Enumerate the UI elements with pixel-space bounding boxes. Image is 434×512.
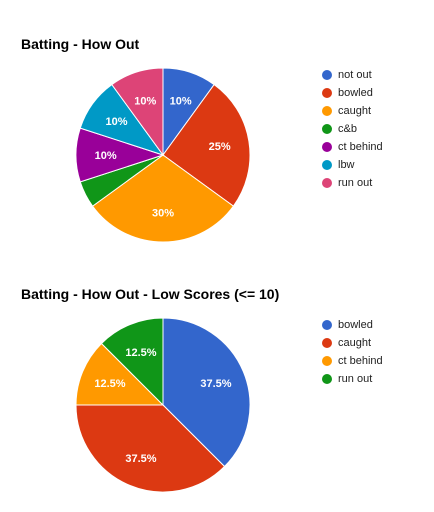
pie-plot: 37.5% 37.5% 12.5% 12.5% <box>75 317 251 493</box>
legend-swatch <box>322 374 332 384</box>
legend-swatch <box>322 106 332 116</box>
slice-label: 10% <box>105 116 127 128</box>
legend: not out bowled caught c&b ct behind lbw run ou… <box>322 66 383 192</box>
legend-item-caught[interactable]: caught <box>322 102 383 120</box>
pie-plot: 10% 25% 30% 10% 10% 10% <box>75 67 251 243</box>
slice-label: 37.5% <box>200 378 231 390</box>
pie-slice-ct-behind[interactable] <box>75 342 165 406</box>
legend-item-bowled[interactable]: bowled <box>322 316 383 334</box>
legend-label: ct behind <box>338 355 383 367</box>
legend-label: caught <box>338 337 372 349</box>
legend-swatch <box>322 320 332 330</box>
how-out-chart: Batting - How Out 10% 25% 30% 10% 10% 10% not… <box>0 0 434 250</box>
legend-swatch <box>322 142 332 152</box>
pie-slice-caught[interactable] <box>91 154 235 243</box>
legend-label: c&b <box>338 123 357 135</box>
legend-label: caught <box>338 105 372 117</box>
legend-item-caught[interactable]: caught <box>322 334 383 352</box>
pie-slice-caught[interactable] <box>75 404 226 493</box>
pie-slice-bowled[interactable] <box>162 83 251 207</box>
pie-slice-bowled[interactable] <box>162 317 251 468</box>
legend-item-ct-behind[interactable]: ct behind <box>322 138 383 156</box>
slice-label: 12.5% <box>125 347 156 359</box>
legend-swatch <box>322 356 332 366</box>
legend-item-not-out[interactable]: not out <box>322 66 383 84</box>
slice-label: 10% <box>134 95 156 107</box>
legend-label: ct behind <box>338 141 383 153</box>
pie-slice-run-out[interactable] <box>111 67 164 157</box>
slice-label: 30% <box>152 207 174 219</box>
legend-swatch <box>322 70 332 80</box>
legend-swatch <box>322 178 332 188</box>
legend-item-run-out[interactable]: run out <box>322 174 383 192</box>
legend-label: run out <box>338 373 373 385</box>
legend-item-bowled[interactable]: bowled <box>322 84 383 102</box>
legend-label: not out <box>338 69 372 81</box>
legend: bowled caught ct behind run out <box>322 316 383 388</box>
legend-label: run out <box>338 177 373 189</box>
slice-label: 10% <box>170 95 192 107</box>
legend-label: bowled <box>338 319 373 331</box>
legend-item-run-out[interactable]: run out <box>322 370 383 388</box>
chart-title: Batting - How Out <box>21 36 140 52</box>
slice-label: 25% <box>209 141 231 153</box>
legend-label: bowled <box>338 87 373 99</box>
legend-swatch <box>322 160 332 170</box>
slice-label: 12.5% <box>94 378 125 390</box>
chart-title: Batting - How Out - Low Scores (<= 10) <box>21 286 280 302</box>
legend-item-lbw[interactable]: lbw <box>322 156 383 174</box>
legend-swatch <box>322 338 332 348</box>
slice-label: 10% <box>95 150 117 162</box>
low-scores-chart: Batting - How Out - Low Scores (<= 10) 3… <box>0 250 434 500</box>
legend-swatch <box>322 88 332 98</box>
legend-item-ct-behind[interactable]: ct behind <box>322 352 383 370</box>
legend-item-c-b[interactable]: c&b <box>322 120 383 138</box>
legend-label: lbw <box>338 159 355 171</box>
pie-slice-run-out[interactable] <box>100 317 164 407</box>
slice-label: 37.5% <box>125 453 156 465</box>
legend-swatch <box>322 124 332 134</box>
